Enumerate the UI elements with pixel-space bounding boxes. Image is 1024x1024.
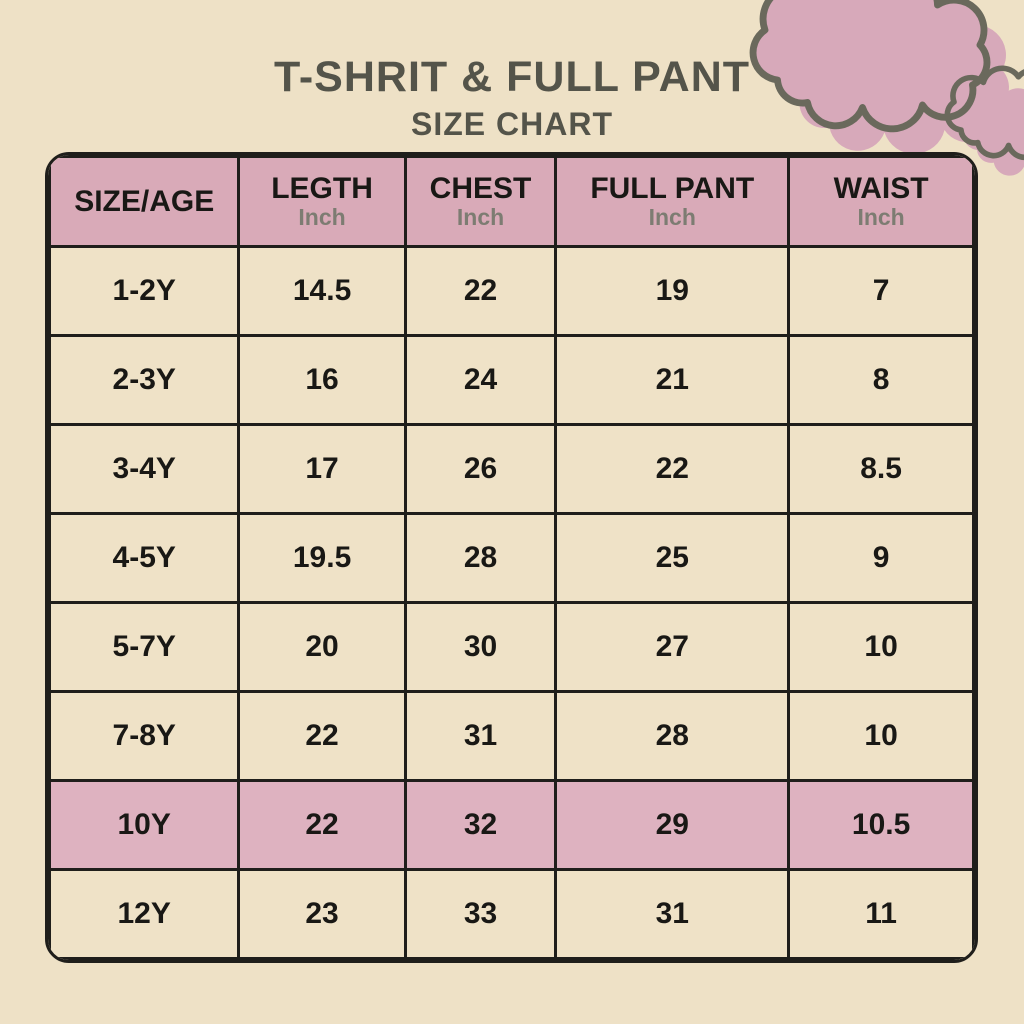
table-row: 7-8Y 22 31 28 10: [48, 690, 975, 782]
cell-size-age: 5-7Y: [48, 601, 241, 693]
page-subtitle: SIZE CHART: [411, 106, 613, 142]
cell-waist: 10: [787, 690, 975, 782]
cell-chest: 30: [403, 601, 558, 693]
cell-length: 14.5: [237, 245, 407, 337]
column-label: CHEST: [429, 172, 532, 206]
column-label: LEGTH: [271, 172, 373, 206]
size-chart-table: SIZE/AGE LEGTH Inch CHEST Inch FULL PANT…: [48, 155, 975, 960]
column-label: SIZE/AGE: [74, 184, 215, 218]
cell-chest: 32: [403, 779, 558, 871]
table-row: 5-7Y 20 30 27 10: [48, 601, 975, 693]
cell-chest: 31: [403, 690, 558, 782]
cell-full-pant: 21: [554, 334, 791, 426]
cell-size-age: 12Y: [48, 868, 241, 960]
cell-full-pant: 25: [554, 512, 791, 604]
column-unit-label: Inch: [298, 203, 346, 230]
cell-size-age: 3-4Y: [48, 423, 241, 515]
cell-chest: 33: [403, 868, 558, 960]
cell-length: 22: [237, 690, 407, 782]
cell-chest: 22: [403, 245, 558, 337]
column-header-chest: CHEST Inch: [403, 155, 558, 248]
cell-size-age: 4-5Y: [48, 512, 241, 604]
cell-length: 22: [237, 779, 407, 871]
column-header-waist: WAIST Inch: [787, 155, 975, 248]
cell-full-pant: 19: [554, 245, 791, 337]
cell-full-pant: 22: [554, 423, 791, 515]
cell-full-pant: 28: [554, 690, 791, 782]
table-row: 3-4Y 17 26 22 8.5: [48, 423, 975, 515]
cell-waist: 8: [787, 334, 975, 426]
cell-length: 19.5: [237, 512, 407, 604]
cell-length: 20: [237, 601, 407, 693]
page-header: T-SHRIT & FULL PANT SIZE CHART: [0, 53, 1024, 142]
cell-size-age: 10Y: [48, 779, 241, 871]
cell-length: 23: [237, 868, 407, 960]
cell-waist: 10: [787, 601, 975, 693]
column-header-full-pant: FULL PANT Inch: [554, 155, 791, 248]
cell-full-pant: 31: [554, 868, 791, 960]
column-unit-label: Inch: [857, 203, 905, 230]
size-chart-table-container: SIZE/AGE LEGTH Inch CHEST Inch FULL PANT…: [45, 152, 978, 963]
table-row-highlighted: 10Y 22 32 29 10.5: [48, 779, 975, 871]
table-row: 12Y 23 33 31 11: [48, 868, 975, 960]
cell-waist: 8.5: [787, 423, 975, 515]
cell-waist: 7: [787, 245, 975, 337]
column-unit-label: Inch: [456, 203, 505, 230]
cell-length: 17: [237, 423, 407, 515]
cell-size-age: 7-8Y: [48, 690, 241, 782]
cell-chest: 28: [403, 512, 558, 604]
cell-chest: 24: [403, 334, 558, 426]
cell-chest: 26: [403, 423, 558, 515]
column-header-length: LEGTH Inch: [237, 155, 407, 248]
cell-waist: 9: [787, 512, 975, 604]
table-row: 1-2Y 14.5 22 19 7: [48, 245, 975, 337]
cell-length: 16: [237, 334, 407, 426]
page-title: T-SHRIT & FULL PANT: [273, 53, 751, 101]
cell-waist: 11: [787, 868, 975, 960]
column-label: FULL PANT: [590, 172, 755, 206]
table-row: 2-3Y 16 24 21 8: [48, 334, 975, 426]
cell-waist: 10.5: [787, 779, 975, 871]
table-row: 4-5Y 19.5 28 25 9: [48, 512, 975, 604]
cell-full-pant: 29: [554, 779, 791, 871]
table-header-row: SIZE/AGE LEGTH Inch CHEST Inch FULL PANT…: [48, 155, 975, 248]
cell-full-pant: 27: [554, 601, 791, 693]
column-header-size-age: SIZE/AGE: [48, 155, 241, 248]
column-label: WAIST: [833, 172, 929, 206]
column-unit-label: Inch: [648, 203, 696, 230]
cell-size-age: 1-2Y: [48, 245, 241, 337]
cell-size-age: 2-3Y: [48, 334, 241, 426]
